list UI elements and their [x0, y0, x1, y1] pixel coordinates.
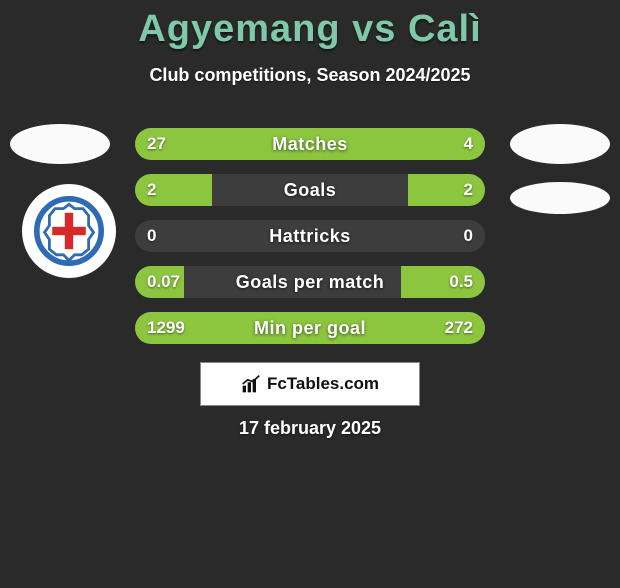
player-left-avatar-placeholder [10, 124, 110, 164]
stat-row: 0.070.5Goals per match [135, 266, 485, 298]
subtitle: Club competitions, Season 2024/2025 [0, 65, 620, 86]
chart-icon [241, 374, 261, 394]
footer-date: 17 february 2025 [0, 418, 620, 439]
player-right-avatar-placeholder [510, 124, 610, 164]
club-right-avatar-placeholder [510, 182, 610, 214]
stat-row: 274Matches [135, 128, 485, 160]
stat-row: 1299272Min per goal [135, 312, 485, 344]
stat-label: Min per goal [135, 312, 485, 344]
stat-label: Hattricks [135, 220, 485, 252]
stat-row: 00Hattricks [135, 220, 485, 252]
club-left-badge [22, 184, 116, 278]
page-title: Agyemang vs Calì [0, 8, 620, 51]
stat-row: 22Goals [135, 174, 485, 206]
title-right: Calì [408, 8, 482, 50]
stat-label: Goals per match [135, 266, 485, 298]
title-left: Agyemang [138, 8, 340, 50]
stat-label: Matches [135, 128, 485, 160]
stat-label: Goals [135, 174, 485, 206]
brand-text: FcTables.com [267, 374, 379, 394]
club-badge-icon [34, 196, 104, 266]
brand-box: FcTables.com [200, 362, 420, 406]
comparison-bars: 274Matches 22Goals 00Hattricks 0.070.5Goals… [135, 128, 485, 358]
title-vs: vs [352, 8, 396, 50]
